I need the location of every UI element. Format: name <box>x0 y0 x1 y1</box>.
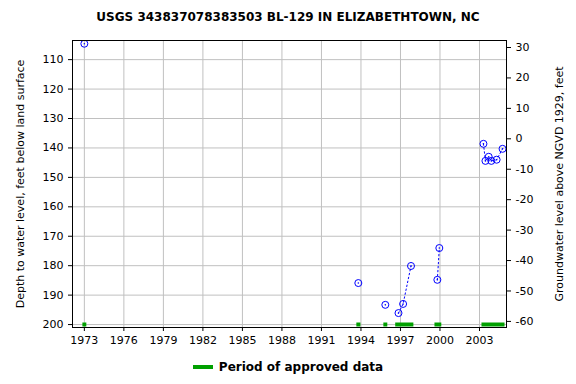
svg-text:-30: -30 <box>516 224 534 237</box>
svg-text:110: 110 <box>43 53 64 66</box>
svg-text:30: 30 <box>516 41 530 54</box>
svg-text:1997: 1997 <box>386 334 414 347</box>
svg-text:160: 160 <box>43 200 64 213</box>
svg-text:-50: -50 <box>516 284 534 297</box>
svg-text:Groundwater level above NGVD 1: Groundwater level above NGVD 1929, feet <box>553 66 566 302</box>
svg-text:1973: 1973 <box>70 334 98 347</box>
svg-text:Depth to water level, feet bel: Depth to water level, feet below land su… <box>14 59 27 308</box>
svg-text:1994: 1994 <box>347 334 375 347</box>
svg-text:140: 140 <box>43 141 64 154</box>
svg-text:20: 20 <box>516 71 530 84</box>
svg-text:130: 130 <box>43 112 64 125</box>
svg-text:1985: 1985 <box>228 334 256 347</box>
svg-text:0: 0 <box>516 132 523 145</box>
svg-text:180: 180 <box>43 259 64 272</box>
svg-text:1979: 1979 <box>149 334 177 347</box>
svg-text:-60: -60 <box>516 315 534 328</box>
svg-text:1988: 1988 <box>268 334 296 347</box>
svg-text:170: 170 <box>43 230 64 243</box>
svg-text:-40: -40 <box>516 254 534 267</box>
svg-text:10: 10 <box>516 102 530 115</box>
svg-text:2003: 2003 <box>465 334 493 347</box>
svg-text:1982: 1982 <box>189 334 217 347</box>
svg-text:1991: 1991 <box>307 334 335 347</box>
html-text:USGS 343837078383503 BL-129 IN: USGS 343837078383503 BL-129 IN ELIZABETH… <box>96 10 480 24</box>
html-text:Period of approved data: Period of approved data <box>218 360 384 374</box>
svg-text:-20: -20 <box>516 193 534 206</box>
svg-text:120: 120 <box>43 83 64 96</box>
svg-text:-10: -10 <box>516 163 534 176</box>
svg-text:150: 150 <box>43 171 64 184</box>
svg-text:2000: 2000 <box>426 334 454 347</box>
svg-text:200: 200 <box>43 318 64 331</box>
svg-text:1976: 1976 <box>110 334 138 347</box>
svg-text:190: 190 <box>43 289 64 302</box>
